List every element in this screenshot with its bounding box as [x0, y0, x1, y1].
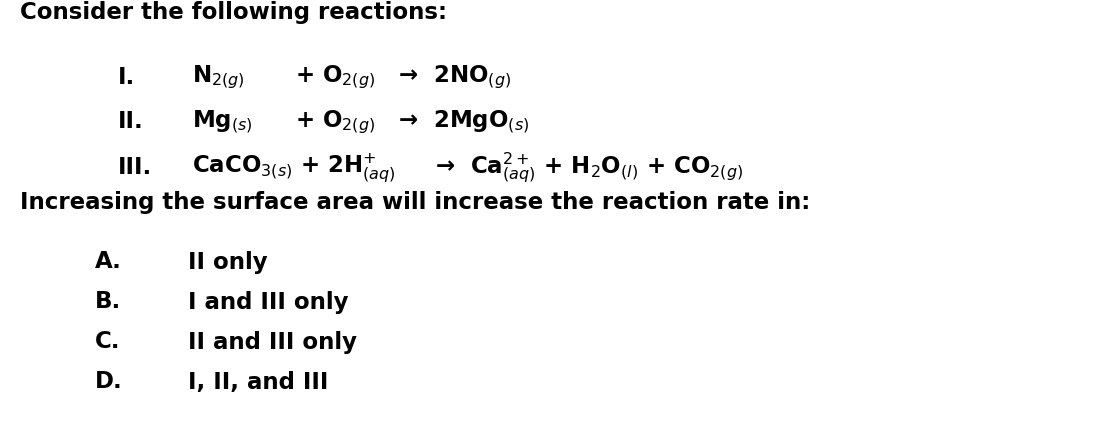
Text: I, II, and III: I, II, and III [188, 371, 328, 394]
Text: Increasing the surface area will increase the reaction rate in:: Increasing the surface area will increas… [20, 191, 811, 214]
Text: I.: I. [118, 66, 136, 89]
Text: →  2MgO$_{(s)}$: → 2MgO$_{(s)}$ [398, 108, 529, 136]
Text: III.: III. [118, 156, 152, 180]
Text: Consider the following reactions:: Consider the following reactions: [20, 1, 447, 24]
Text: CaCO$_{3(s)}$ + 2H$^{+}_{(aq)}$: CaCO$_{3(s)}$ + 2H$^{+}_{(aq)}$ [193, 152, 396, 184]
Text: D.: D. [95, 371, 123, 394]
Text: II and III only: II and III only [188, 330, 357, 353]
Text: B.: B. [95, 290, 121, 314]
Text: + O$_{2(g)}$: + O$_{2(g)}$ [295, 64, 375, 91]
Text: + O$_{2(g)}$: + O$_{2(g)}$ [295, 108, 375, 136]
Text: II only: II only [188, 251, 268, 273]
Text: I and III only: I and III only [188, 290, 349, 314]
Text: II.: II. [118, 111, 143, 133]
Text: →  2NO$_{(g)}$: → 2NO$_{(g)}$ [398, 64, 511, 91]
Text: →  Ca$^{2+}_{(aq)}$ + H$_{2}$O$_{(l)}$ + CO$_{2(g)}$: → Ca$^{2+}_{(aq)}$ + H$_{2}$O$_{(l)}$ + … [435, 151, 743, 185]
Text: Mg$_{(s)}$: Mg$_{(s)}$ [193, 108, 253, 136]
Text: C.: C. [95, 330, 120, 353]
Text: A.: A. [95, 251, 121, 273]
Text: N$_{2(g)}$: N$_{2(g)}$ [193, 64, 245, 91]
